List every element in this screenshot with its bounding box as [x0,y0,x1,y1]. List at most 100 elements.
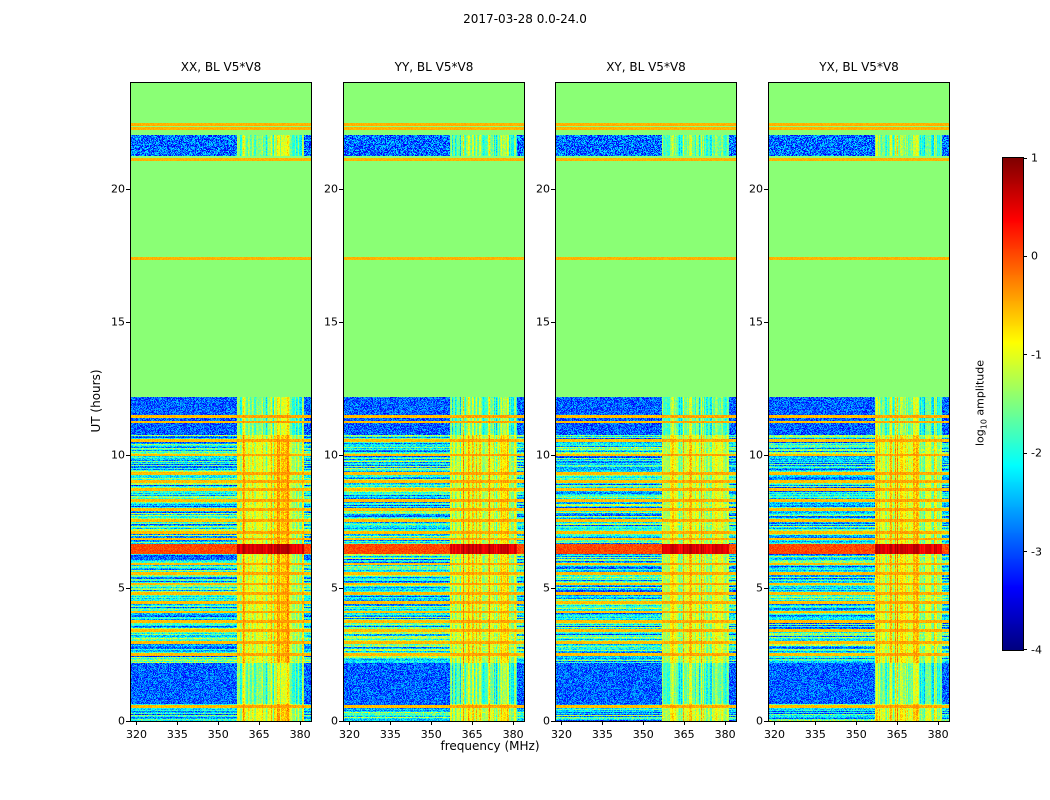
y-tick-label: 0 [756,714,763,728]
y-tick-label: 20 [324,182,338,196]
x-tick [299,721,301,725]
y-tick-label: 0 [543,714,550,728]
x-tick [724,721,726,725]
y-tick-label: 20 [749,182,763,196]
colorbar-tick [1023,551,1027,553]
x-tick-label: 335 [591,728,613,741]
x-tick [773,721,775,725]
x-tick [683,721,685,725]
x-tick [135,721,137,725]
x-tick [642,721,644,725]
x-tick-label: 365 [886,728,908,741]
y-tick-label: 10 [324,448,338,462]
x-tick [937,721,939,725]
y-tick [126,720,130,722]
y-tick-label: 15 [536,315,550,329]
colorbar-tick-label: -3 [1031,545,1042,559]
colorbar-tick [1023,649,1027,650]
colorbar-tick-label: -1 [1031,348,1042,362]
x-axis-label: frequency (MHz) [440,739,540,753]
y-tick [126,188,130,190]
x-tick-label: 380 [714,728,736,741]
x-tick [601,721,603,725]
colorbar-label-sub: 10 [979,419,989,430]
x-tick [348,721,350,725]
x-tick-label: 350 [632,728,654,741]
y-tick-label: 5 [756,581,763,595]
panel-title-yy: YY, BL V5*V8 [394,60,474,74]
y-tick [339,188,343,190]
x-tick-label: 335 [804,728,826,741]
x-tick-label: 320 [763,728,785,741]
colorbar-tick-label: -2 [1031,446,1042,460]
y-tick [551,454,555,456]
y-tick [551,587,555,589]
x-tick-label: 380 [927,728,949,741]
colorbar-tick [1023,354,1027,356]
x-tick-label: 350 [207,728,229,741]
x-tick-label: 365 [248,728,270,741]
y-axis-label: UT (hours) [89,369,103,433]
y-tick-label: 20 [536,182,550,196]
y-tick [339,720,343,722]
y-tick-label: 15 [749,315,763,329]
colorbar-tick [1023,158,1027,159]
y-tick [764,188,768,190]
panel-xy: XY, BL V5*V8 320 335 350 365 380 0 5 10 15 20 [536,60,737,741]
y-tick-label: 0 [331,714,338,728]
y-tick [339,587,343,589]
y-tick-label: 0 [118,714,125,728]
colorbar-label-pre: log [973,429,987,447]
spectrogram-canvas-xy [556,83,736,721]
colorbar-label-post: amplitude [973,359,987,420]
x-tick [471,721,473,725]
x-tick [389,721,391,725]
y-tick [764,720,768,722]
x-tick [814,721,816,725]
y-tick-label: 5 [331,581,338,595]
y-tick-label: 10 [536,448,550,462]
panel-title-xx: XX, BL V5*V8 [180,60,262,74]
x-tick-label: 320 [338,728,360,741]
colorbar-canvas [1003,158,1023,650]
y-tick-label: 15 [324,315,338,329]
y-tick [551,720,555,722]
x-tick-label: 380 [502,728,524,741]
x-tick [560,721,562,725]
x-tick-label: 380 [289,728,311,741]
panel-yx: YX, BL V5*V8 320 335 350 365 380 0 5 10 15 20 [749,60,950,741]
colorbar: 1 0 -1 -2 -3 -4 [1002,152,1042,657]
x-tick [896,721,898,725]
y-tick-label: 5 [543,581,550,595]
x-tick-label: 365 [673,728,695,741]
y-tick [339,321,343,323]
y-tick [764,587,768,589]
y-tick [126,321,130,323]
y-tick-label: 10 [749,448,763,462]
colorbar-tick-label: 0 [1031,249,1038,263]
spectrogram-canvas-yy [344,83,524,721]
y-tick [551,188,555,190]
y-tick [339,454,343,456]
colorbar-tick-label: -4 [1031,643,1042,657]
panel-yy: YY, BL V5*V8 320 335 350 365 380 0 5 10 15 20 [324,60,525,741]
spectrogram-canvas-yx [769,83,949,721]
y-tick-label: 20 [111,182,125,196]
y-tick-label: 15 [111,315,125,329]
x-tick-label: 320 [550,728,572,741]
x-tick [176,721,178,725]
y-tick [126,454,130,456]
colorbar-label: log10 amplitude [973,360,988,446]
spectrogram-canvas-xx [131,83,311,721]
x-tick-label: 320 [125,728,147,741]
y-tick [764,321,768,323]
panel-title-yx: YX, BL V5*V8 [819,60,899,74]
x-tick-label: 350 [845,728,867,741]
y-tick-label: 10 [111,448,125,462]
x-tick [217,721,219,725]
y-tick [126,587,130,589]
colorbar-tick [1023,452,1027,454]
y-tick [764,454,768,456]
x-tick-label: 365 [461,728,483,741]
